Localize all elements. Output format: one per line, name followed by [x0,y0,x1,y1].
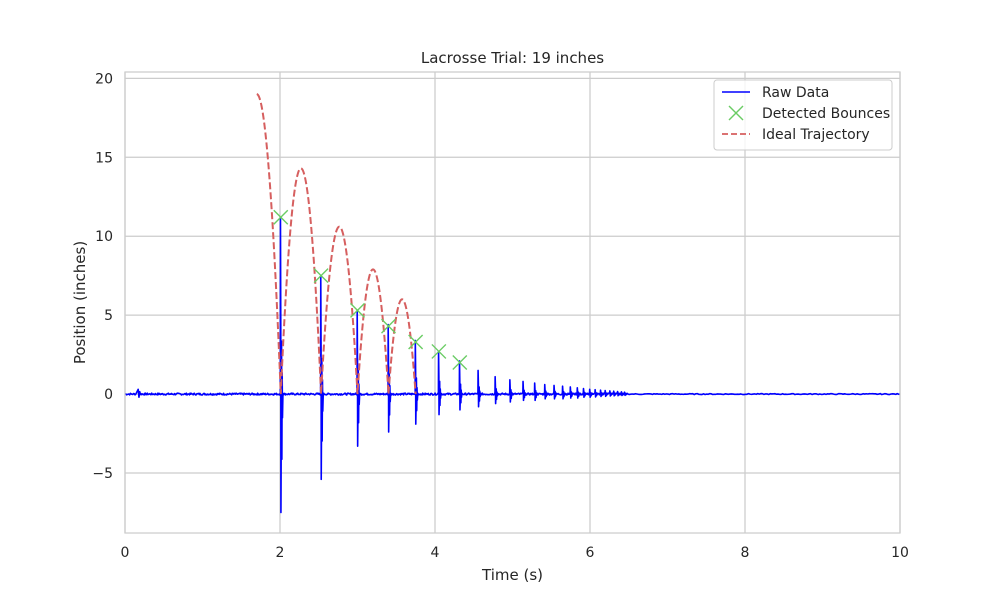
marker-stroke [273,209,289,225]
detected-bounce-marker [313,268,329,284]
series-raw-data-line [124,216,901,514]
detected-bounce-marker [408,334,424,350]
y-tick-label: 15 [95,150,113,166]
detected-bounce-marker [431,343,447,359]
marker-stroke [350,302,365,318]
plot-frame [124,71,901,534]
legend-ideal-trajectory-label: Ideal Trajectory [762,127,870,143]
x-tick-label: 8 [741,545,750,561]
marker-stroke [408,334,424,350]
detected-bounce-marker [273,209,289,225]
legend: Raw Data Detected Bounces Ideal Trajecto… [713,79,893,151]
y-tick-label: 0 [104,387,113,403]
legend-detected-bounces-label: Detected Bounces [762,106,890,122]
y-tick-label: 20 [95,71,113,87]
series-ideal-trajectory-line [256,93,417,395]
y-tick-label: 10 [95,229,113,245]
legend-detected-bounces-swatch [728,105,744,121]
x-tick-label: 2 [276,545,285,561]
plot-area [124,93,901,514]
y-axis-label: Position (inches) [71,241,89,364]
marker-stroke [452,354,468,370]
marker-stroke [728,105,744,121]
marker-stroke [431,343,447,359]
x-tick-label: 4 [431,545,440,561]
tick-labels: 0 2 4 6 8 10 −5 0 5 10 15 20 [92,71,909,561]
detected-bounce-marker [350,302,365,318]
x-tick-label: 0 [121,545,130,561]
x-tick-label: 10 [891,545,909,561]
y-tick-label: 5 [104,308,113,324]
marker-stroke [381,318,396,334]
detected-bounce-marker [452,354,468,370]
x-tick-label: 6 [586,545,595,561]
detected-bounce-marker [381,318,396,334]
legend-bounce-x [728,105,744,121]
x-axis-label: Time (s) [481,566,543,584]
legend-raw-data-label: Raw Data [762,85,829,101]
chart-title: Lacrosse Trial: 19 inches [421,49,604,67]
y-tick-label: −5 [92,466,113,482]
legend-box [713,79,893,151]
marker-stroke [313,268,329,284]
